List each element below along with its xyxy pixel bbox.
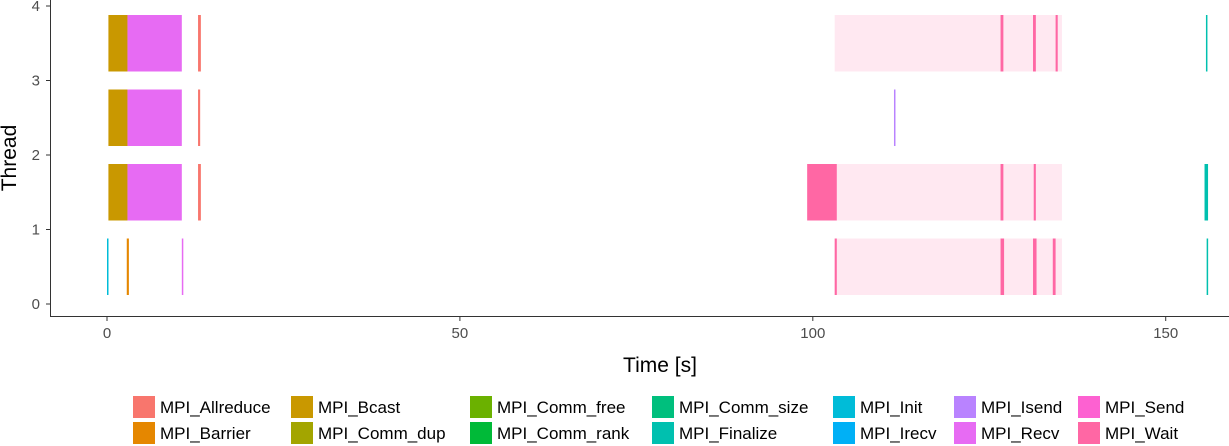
legend-label: MPI_Isend — [981, 398, 1062, 417]
event-mpi-allreduce — [198, 15, 201, 72]
legend-swatch — [954, 422, 976, 444]
event-mpi-recv — [127, 164, 182, 221]
legend-label: MPI_Wait — [1105, 424, 1178, 443]
event-mpi-recv — [127, 15, 182, 72]
ticks-layer: 0 50 100 150 0 1 2 3 4 — [32, 0, 1179, 342]
legend-label: MPI_Finalize — [679, 424, 777, 443]
legend-swatch — [133, 422, 155, 444]
events-layer — [107, 15, 1209, 295]
y-tick-label: 2 — [32, 147, 40, 164]
legend-label: MPI_Send — [1105, 398, 1184, 417]
event-mpi-barrier — [126, 238, 129, 295]
event-mpi-wait — [1000, 164, 1004, 221]
y-tick-label: 0 — [32, 296, 40, 313]
legend-label: MPI_Init — [860, 398, 923, 417]
event-mpi-finalize — [1204, 164, 1209, 221]
event-mpi-wait — [1033, 164, 1036, 221]
legend-label: MPI_Irecv — [860, 424, 937, 443]
x-tick-label: 0 — [103, 325, 111, 342]
legend-swatch — [291, 422, 313, 444]
legend-swatch — [291, 396, 313, 418]
y-axis-title: Thread — [0, 125, 21, 192]
legend-label: MPI_Allreduce — [160, 398, 271, 417]
legend-swatch — [833, 422, 855, 444]
axes-layer — [50, 0, 1229, 317]
legend-label: MPI_Comm_rank — [497, 424, 630, 443]
event-mpi-finalize — [1205, 15, 1208, 72]
legend-swatch — [470, 422, 492, 444]
event-mpi-init — [107, 238, 109, 295]
event-mpi-wait — [1052, 238, 1056, 295]
legend-label: MPI_Comm_size — [679, 398, 808, 417]
x-tick-label: 50 — [452, 325, 469, 342]
event-mpi-allreduce — [198, 164, 201, 221]
event-mpi-bcast — [108, 164, 128, 221]
event-mpi-wait — [1033, 238, 1037, 295]
event-mpi-wait — [834, 238, 837, 295]
event-mpi-wait — [807, 164, 837, 221]
legend-label: MPI_Recv — [981, 424, 1060, 443]
event-mpi-wait — [1033, 15, 1036, 72]
event-mpi-wait — [1000, 15, 1004, 72]
event-mpi-wait — [1055, 15, 1058, 72]
event-mpi-wait — [834, 15, 1062, 72]
event-mpi-bcast — [108, 89, 128, 146]
x-tick-label: 150 — [1153, 325, 1178, 342]
x-axis-title: Time [s] — [623, 354, 697, 377]
legend-swatch — [954, 396, 976, 418]
legend-swatch — [470, 396, 492, 418]
event-mpi-bcast — [108, 15, 128, 72]
legend-swatch — [652, 396, 674, 418]
legend-label: MPI_Bcast — [318, 398, 400, 417]
event-mpi-wait — [834, 238, 1062, 295]
event-mpi-recv — [181, 238, 184, 295]
event-mpi-recv — [127, 89, 182, 146]
legend-swatch — [652, 422, 674, 444]
legend-swatch — [833, 396, 855, 418]
event-mpi-wait — [836, 164, 1062, 221]
event-mpi-isend — [893, 89, 896, 146]
legend-label: MPI_Comm_dup — [318, 424, 446, 443]
y-tick-label: 4 — [32, 0, 40, 15]
legend: MPI_Allreduce MPI_Barrier MPI_Bcast MPI_Com… — [133, 396, 1184, 444]
event-mpi-allreduce — [198, 89, 201, 146]
event-mpi-finalize — [1206, 238, 1209, 295]
legend-swatch — [1078, 396, 1100, 418]
legend-label: MPI_Comm_free — [497, 398, 625, 417]
x-tick-label: 100 — [800, 325, 825, 342]
legend-swatch — [133, 396, 155, 418]
event-mpi-wait — [1000, 238, 1005, 295]
y-tick-label: 1 — [32, 222, 40, 239]
legend-swatch — [1078, 422, 1100, 444]
y-tick-label: 3 — [32, 73, 40, 90]
legend-label: MPI_Barrier — [160, 424, 251, 443]
